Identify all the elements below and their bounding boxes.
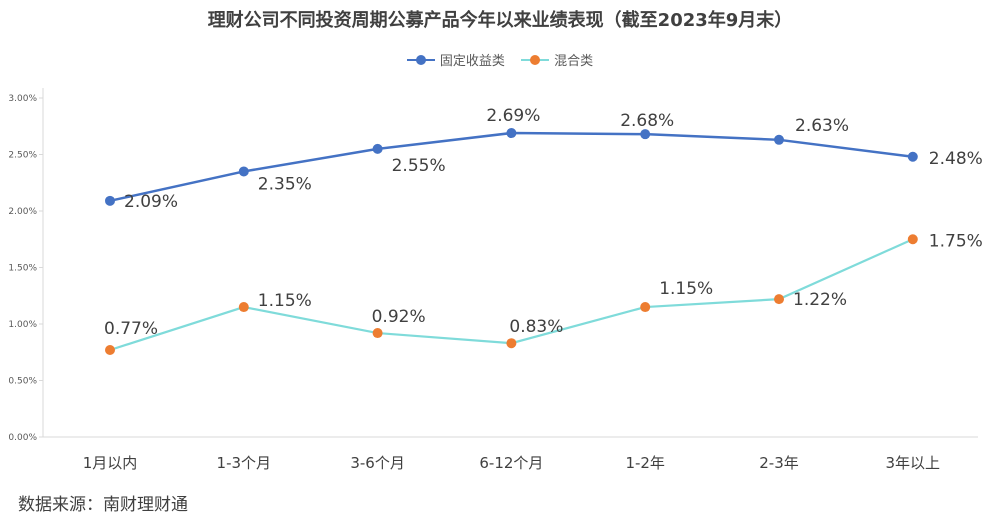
- data-label-fixed-income: 2.69%: [486, 106, 540, 126]
- legend-item-mixed: 混合类: [521, 50, 593, 69]
- y-tick-label: 2.00%: [8, 207, 37, 217]
- data-label-fixed-income: 2.55%: [392, 156, 446, 176]
- legend-label-mixed: 混合类: [554, 54, 594, 69]
- y-tick-label: 0.00%: [8, 433, 37, 443]
- data-label-mixed: 1.15%: [659, 279, 713, 299]
- y-tick-label: 2.50%: [8, 151, 37, 161]
- x-tick-label: 3年以上: [886, 454, 941, 472]
- x-tick-label: 3-6个月: [350, 454, 405, 472]
- y-tick-label: 0.50%: [8, 377, 37, 387]
- legend-marker-mixed: [521, 54, 550, 66]
- x-tick-label: 1-2年: [625, 454, 665, 472]
- data-label-fixed-income: 2.09%: [124, 192, 178, 212]
- data-point-fixed-income: [506, 128, 517, 139]
- data-label-mixed: 0.92%: [372, 307, 426, 327]
- data-point-mixed: [774, 294, 784, 305]
- data-point-mixed: [105, 344, 115, 355]
- x-tick-label: 2-3年: [759, 454, 799, 472]
- data-label-mixed: 1.15%: [258, 291, 312, 311]
- y-tick-label: 3.00%: [8, 94, 37, 104]
- data-label-fixed-income: 2.35%: [258, 174, 312, 194]
- data-point-mixed: [907, 234, 918, 245]
- data-point-fixed-income: [640, 129, 651, 140]
- data-label-fixed-income: 2.63%: [795, 116, 849, 136]
- legend: 固定收益类 混合类: [0, 50, 1000, 70]
- data-label-mixed: 0.77%: [104, 319, 158, 339]
- data-point-mixed: [506, 338, 517, 349]
- data-label-mixed: 1.22%: [793, 290, 847, 310]
- data-point-fixed-income: [238, 166, 249, 177]
- source-note: 数据来源：南财理财通: [18, 495, 188, 515]
- data-label-fixed-income: 2.68%: [620, 111, 674, 131]
- series-line-fixed-income: [109, 131, 913, 203]
- data-point-fixed-income: [774, 134, 784, 145]
- x-tick-label: 6-12个月: [479, 454, 543, 472]
- data-label-mixed: 0.83%: [509, 317, 563, 337]
- legend-label-fixed-income: 固定收益类: [439, 54, 505, 69]
- y-tick-label: 1.00%: [8, 320, 37, 330]
- data-point-mixed: [640, 302, 651, 313]
- data-point-fixed-income: [907, 151, 918, 162]
- data-point-mixed: [238, 302, 249, 313]
- y-tick-label: 1.50%: [8, 264, 37, 274]
- x-tick-label: 1月以内: [83, 454, 138, 472]
- data-point-mixed: [372, 328, 383, 339]
- data-point-fixed-income: [105, 195, 115, 206]
- data-point-fixed-income: [372, 143, 383, 154]
- data-label-fixed-income: 2.48%: [929, 149, 983, 169]
- data-label-mixed: 1.75%: [929, 231, 983, 251]
- legend-item-fixed-income: 固定收益类: [406, 50, 505, 69]
- chart-title: 理财公司不同投资周期公募产品今年以来业绩表现（截至2023年9月末）: [207, 10, 793, 31]
- x-tick-label: 1-3个月: [217, 454, 272, 472]
- legend-marker-fixed-income: [406, 54, 435, 66]
